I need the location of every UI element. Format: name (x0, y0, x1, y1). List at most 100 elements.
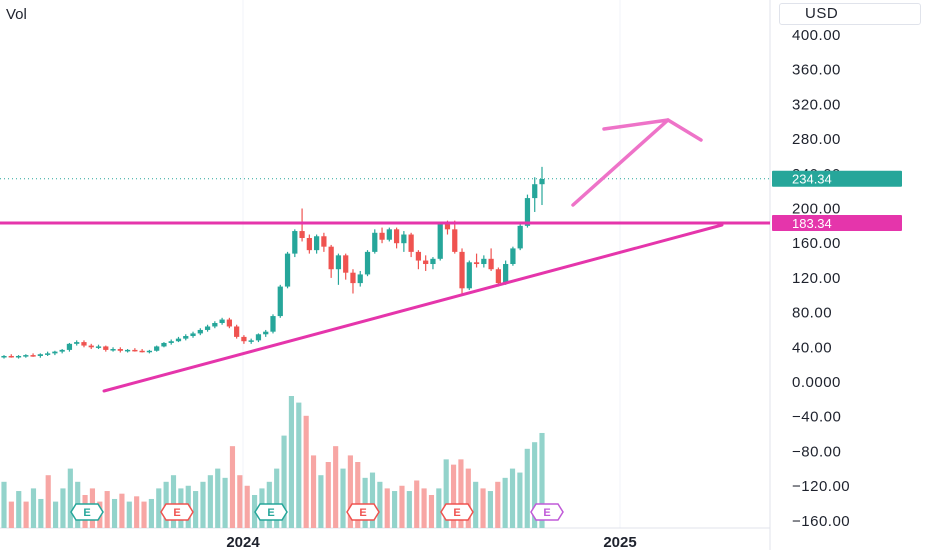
price-tick-label: −120.00 (792, 478, 850, 495)
earnings-marker[interactable] (70, 503, 104, 521)
candle-body[interactable] (364, 251, 371, 275)
earnings-marker[interactable] (254, 503, 288, 521)
candle-body[interactable] (103, 346, 109, 350)
candle-body[interactable] (263, 331, 269, 335)
candle-body[interactable] (393, 229, 400, 244)
candle-body[interactable] (124, 349, 131, 352)
last-price-tag-background (772, 170, 902, 187)
candle-body[interactable] (350, 272, 356, 284)
candle-body[interactable] (1, 355, 7, 358)
volume-bar (288, 396, 295, 528)
candle-body[interactable] (255, 334, 262, 341)
candle-body[interactable] (284, 253, 291, 287)
candle-body[interactable] (52, 351, 58, 354)
candle-body[interactable] (306, 237, 312, 251)
candle-body[interactable] (8, 355, 14, 358)
earnings-marker[interactable] (530, 503, 564, 521)
candle-body[interactable] (277, 286, 283, 317)
candle-body[interactable] (132, 349, 138, 352)
candle-body[interactable] (241, 336, 247, 342)
candle-body[interactable] (510, 248, 516, 265)
earnings-marker[interactable] (346, 503, 380, 521)
volume-bar (414, 480, 420, 528)
candle-body[interactable] (168, 341, 174, 343)
candle-body[interactable] (488, 258, 494, 270)
candle-body[interactable] (30, 355, 36, 357)
candle-body[interactable] (74, 342, 80, 344)
candle-body[interactable] (154, 346, 160, 351)
candle-body[interactable] (37, 354, 43, 356)
candle-body[interactable] (495, 269, 501, 284)
candle-body[interactable] (328, 246, 334, 270)
volume-bar (428, 495, 435, 528)
candle-body[interactable] (481, 258, 487, 265)
candle-body[interactable] (408, 234, 414, 252)
candle-body[interactable] (430, 258, 436, 265)
candle-body[interactable] (401, 234, 407, 244)
price-tick-label: 0.0000 (792, 374, 841, 391)
candle-body[interactable] (437, 224, 443, 259)
candle-body[interactable] (423, 260, 429, 265)
candle-body[interactable] (15, 355, 22, 358)
candle-body[interactable] (473, 262, 480, 265)
arrow-head[interactable] (602, 118, 703, 142)
candle-body[interactable] (314, 236, 320, 251)
candle-body[interactable] (343, 255, 349, 273)
candle-body[interactable] (183, 336, 189, 339)
candle-body[interactable] (292, 231, 298, 254)
candle-body[interactable] (270, 316, 276, 332)
candle-body[interactable] (45, 353, 51, 355)
candle-body[interactable] (466, 262, 472, 289)
candle-body[interactable] (66, 343, 73, 350)
earnings-marker[interactable] (440, 503, 474, 521)
candle-body[interactable] (197, 329, 203, 334)
candle-body[interactable] (517, 225, 523, 249)
candle-body[interactable] (146, 350, 153, 353)
candle-body[interactable] (190, 333, 196, 337)
earnings-marker[interactable] (160, 503, 194, 521)
price-tick-label: −40.00 (792, 409, 841, 426)
time-tick-label: 2024 (226, 534, 260, 550)
candle-body[interactable] (532, 184, 538, 199)
arrow-shaft[interactable] (571, 118, 670, 207)
candle-body[interactable] (219, 319, 225, 324)
candle-body[interactable] (372, 232, 378, 252)
candle-body[interactable] (204, 326, 211, 330)
candle-body[interactable] (88, 345, 94, 348)
candle-body[interactable] (175, 338, 182, 342)
candle-body[interactable] (539, 179, 545, 185)
volume-bar (23, 501, 29, 528)
candle-body[interactable] (212, 323, 218, 327)
candle-body[interactable] (503, 264, 509, 284)
currency-selector[interactable] (779, 3, 921, 25)
candle-body[interactable] (234, 326, 240, 337)
candle-body[interactable] (321, 236, 327, 247)
candle-body[interactable] (248, 340, 254, 342)
price-tick-label: 80.00 (792, 305, 832, 322)
volume-bar (325, 462, 331, 528)
candle-body[interactable] (386, 229, 392, 240)
ascending-trendline[interactable] (102, 223, 724, 393)
candle-body[interactable] (59, 349, 65, 352)
candle-body[interactable] (117, 349, 123, 351)
candle-body[interactable] (23, 355, 29, 357)
candle-body[interactable] (444, 224, 451, 230)
candle-body[interactable] (95, 346, 102, 348)
candle-body[interactable] (357, 274, 363, 284)
candle-body[interactable] (415, 251, 422, 261)
volume-bar (156, 488, 162, 528)
volume-bar (524, 448, 530, 528)
candle-body[interactable] (139, 350, 145, 353)
candle-body[interactable] (452, 229, 458, 252)
candle-body[interactable] (335, 255, 342, 270)
candle-body[interactable] (161, 342, 167, 347)
candle-body[interactable] (379, 232, 385, 240)
candle-body[interactable] (81, 342, 87, 346)
candle-body[interactable] (299, 231, 305, 238)
candle-body[interactable] (226, 319, 232, 327)
candle-body[interactable] (459, 251, 465, 289)
volume-bar (347, 455, 353, 528)
candle-body[interactable] (110, 349, 116, 351)
candle-body[interactable] (524, 198, 531, 226)
